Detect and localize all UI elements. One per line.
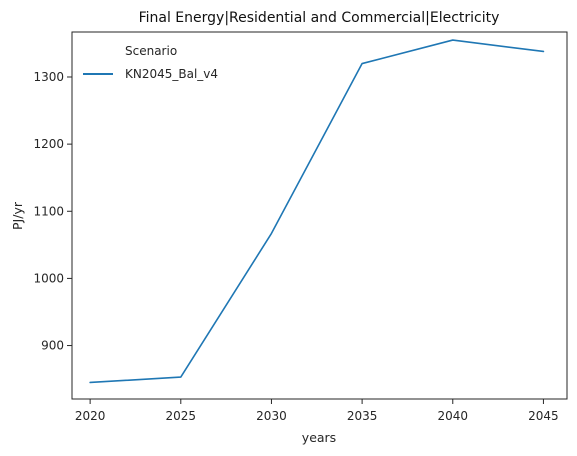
- x-tick-label: 2035: [347, 409, 378, 423]
- series-layer: [89, 39, 545, 384]
- plot-frame: [71, 31, 568, 400]
- x-tick-label: 2030: [256, 409, 287, 423]
- chart-title: Final Energy|Residential and Commercial|…: [139, 10, 500, 26]
- y-tick-label: 1000: [33, 271, 64, 285]
- y-tick-label: 1300: [33, 70, 64, 84]
- x-axis-label: years: [302, 430, 336, 445]
- y-tick-label: 1200: [33, 137, 64, 151]
- legend-entry-label: KN2045_Bal_v4: [125, 67, 218, 81]
- y-axis-ticks: 900 1000 1100 1200 1300: [33, 70, 72, 353]
- x-axis-ticks: 2020 2025 2030 2035 2040 2045: [75, 399, 559, 423]
- y-axis-label: PJ/yr: [10, 201, 25, 230]
- plot-area: [71, 31, 568, 400]
- x-tick-label: 2040: [437, 409, 468, 423]
- legend-title: Scenario: [125, 44, 177, 58]
- series-line-kn2045-bal-v4: [89, 39, 545, 384]
- x-tick-label: 2045: [528, 409, 559, 423]
- y-tick-label: 1100: [33, 204, 64, 218]
- x-tick-label: 2025: [166, 409, 197, 423]
- y-tick-label: 900: [41, 339, 64, 353]
- x-tick-label: 2020: [75, 409, 106, 423]
- legend: Scenario KN2045_Bal_v4: [83, 44, 218, 81]
